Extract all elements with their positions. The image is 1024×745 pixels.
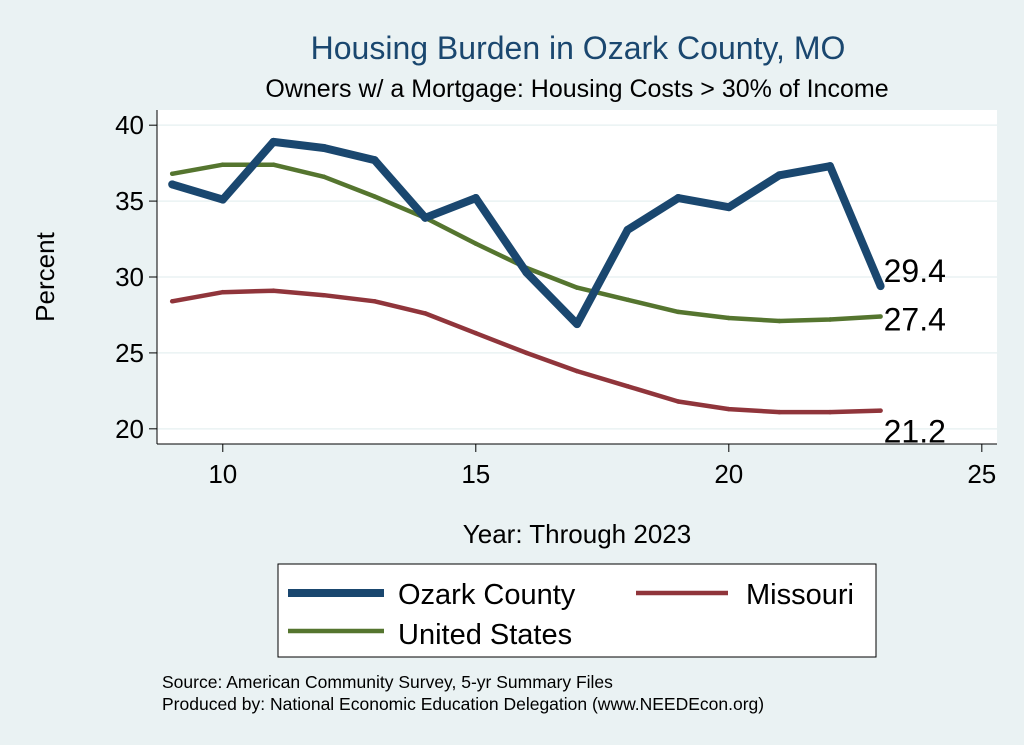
y-axis-label: Percent	[30, 231, 60, 321]
data-point	[777, 318, 782, 324]
x-axis-label: Year: Through 2023	[463, 519, 691, 549]
data-point	[473, 241, 479, 246]
end-label: 29.4	[884, 253, 946, 289]
data-point	[473, 330, 479, 336]
data-point	[826, 162, 835, 171]
data-point	[168, 180, 177, 189]
data-point	[827, 317, 833, 322]
legend-label: Ozark County	[398, 579, 576, 611]
y-tick-label: 35	[115, 186, 144, 216]
chart-title: Housing Burden in Ozark County, MO	[311, 30, 846, 66]
data-point	[724, 203, 733, 212]
axes: 20 25 30 35 40 10 15 20 25	[115, 110, 997, 489]
legend: Ozark County Missouri United States	[277, 563, 877, 658]
end-label: 27.4	[884, 301, 946, 337]
end-labels: 29.4 21.2 27.4	[884, 253, 946, 449]
y-tick-label: 20	[115, 414, 144, 444]
data-point	[675, 309, 681, 315]
source-note: Source: American Community Survey, 5-yr …	[162, 672, 613, 692]
data-point	[471, 194, 480, 203]
x-tick-label: 15	[461, 459, 490, 489]
y-tick-label: 40	[115, 110, 144, 140]
data-point	[726, 315, 732, 321]
legend-label: United States	[398, 619, 572, 651]
data-point	[271, 162, 276, 167]
data-point	[876, 282, 885, 291]
x-tick-label: 20	[714, 459, 743, 489]
y-tick-label: 25	[115, 338, 144, 368]
data-point	[524, 350, 529, 356]
data-point	[421, 213, 430, 222]
end-label: 21.2	[884, 414, 946, 450]
data-point	[220, 289, 226, 295]
x-tick-label: 25	[967, 459, 996, 489]
data-point	[574, 285, 580, 290]
data-point	[878, 408, 883, 413]
grid	[157, 124, 997, 430]
y-tick-label: 30	[115, 262, 144, 292]
data-point	[372, 299, 377, 304]
data-point	[675, 399, 681, 404]
producer-note: Produced by: National Economic Education…	[162, 694, 764, 714]
data-point	[573, 320, 581, 329]
data-point	[372, 194, 377, 199]
data-point	[169, 299, 175, 304]
data-point	[827, 409, 833, 415]
series-lines	[168, 137, 885, 415]
data-point	[777, 409, 782, 415]
data-point	[878, 314, 883, 319]
data-point	[775, 171, 784, 180]
data-point	[522, 268, 531, 277]
data-point	[220, 162, 226, 167]
data-point	[271, 288, 276, 293]
data-point	[169, 171, 175, 177]
x-tick-label: 10	[208, 459, 237, 489]
data-point	[218, 195, 227, 204]
legend-label: Missouri	[746, 579, 854, 611]
data-point	[422, 311, 428, 316]
data-point	[370, 156, 379, 165]
data-point	[674, 194, 683, 203]
data-point	[319, 143, 328, 152]
data-point	[321, 174, 327, 180]
data-point	[625, 384, 630, 389]
chart-subtitle: Owners w/ a Mortgage: Housing Costs > 30…	[265, 75, 888, 103]
data-point	[321, 292, 327, 298]
data-point	[623, 225, 632, 234]
data-point	[574, 368, 580, 374]
data-point	[269, 137, 278, 146]
data-point	[726, 406, 732, 412]
data-point	[625, 297, 630, 303]
legend-box	[277, 563, 877, 658]
